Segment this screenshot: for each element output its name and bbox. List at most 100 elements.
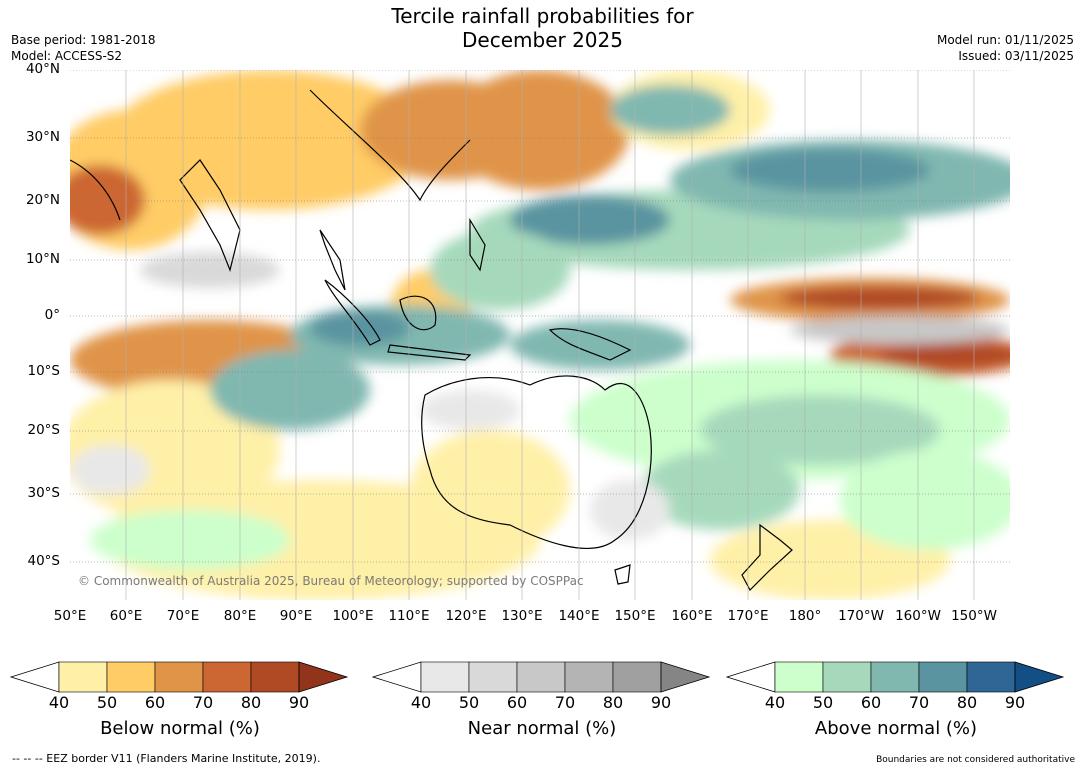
colorbar-tick-label: 70	[554, 693, 576, 712]
boundaries-disclaimer: Boundaries are not considered authoritat…	[876, 755, 1075, 765]
sumatra-outline	[324, 279, 381, 346]
colorbar-label-below: Below normal (%)	[100, 718, 260, 739]
lon-label: 160°E	[671, 608, 713, 624]
colorbar-tick-label: 80	[240, 693, 262, 712]
lat-label: 20°S	[27, 422, 61, 438]
colorbar-tick-label: 40	[410, 693, 432, 712]
map-svg	[70, 70, 1010, 600]
lat-label: 30°S	[27, 485, 61, 501]
colorbar-tick-label: 60	[860, 693, 882, 712]
lat-label: 40°N	[25, 61, 60, 77]
asia-coast	[309, 89, 471, 202]
colorbar-tick-label: 50	[458, 693, 480, 712]
new-guinea-outline	[548, 328, 632, 361]
rainfall-probability-map	[70, 70, 1010, 600]
colorbar-tick-label: 80	[956, 693, 978, 712]
colorbar-segment	[202, 661, 252, 693]
lon-label: 110°E	[388, 608, 430, 624]
java-outline	[387, 344, 472, 361]
colorbar-tick-label: 80	[602, 693, 624, 712]
india-outline	[179, 159, 241, 272]
eez-border-note: -- -- -- EEZ border V11 (Flanders Marine…	[12, 752, 321, 765]
colorbar-label-above: Above normal (%)	[814, 718, 978, 739]
colorbar-high-arrow	[660, 661, 711, 693]
tasmania-outline	[614, 564, 631, 585]
lon-label: 100°E	[332, 608, 374, 624]
colorbar-tick-label: 60	[506, 693, 528, 712]
colorbar-low-arrow	[372, 661, 422, 693]
lat-label: 10°N	[25, 251, 60, 267]
lon-label: 170°E	[727, 608, 769, 624]
lat-label: 10°S	[27, 363, 61, 379]
borneo-outline	[399, 295, 437, 331]
colorbar-segment	[58, 661, 108, 693]
colorbar-segment	[612, 661, 662, 693]
model-name: Model: ACCESS-S2	[11, 49, 123, 63]
base-period: Base period: 1981-2018	[11, 33, 156, 47]
colorbar-segment	[822, 661, 872, 693]
colorbar-segment	[250, 661, 300, 693]
lon-label: 150°W	[951, 608, 997, 624]
lon-label: 130°E	[501, 608, 543, 624]
colorbar-segment	[420, 661, 470, 693]
colorbar-tick-label: 70	[908, 693, 930, 712]
colorbar-tick-label: 50	[812, 693, 834, 712]
malay-peninsula-outline	[319, 229, 346, 291]
colorbar-low-arrow	[10, 661, 60, 693]
lat-label: 0°	[44, 307, 60, 323]
colorbar-tick-label: 60	[144, 693, 166, 712]
colorbar-segment	[564, 661, 614, 693]
lon-label: 90°E	[279, 608, 313, 624]
colorbar-segment	[516, 661, 566, 693]
philippines-outline	[469, 217, 486, 272]
arabia-coast	[70, 159, 121, 221]
colorbar-tick-label: 40	[48, 693, 70, 712]
lat-label: 40°S	[27, 553, 61, 569]
map-title-line1: Tercile rainfall probabilities for	[391, 4, 694, 28]
lon-label: 140°E	[558, 608, 600, 624]
colorbar-segment	[966, 661, 1016, 693]
lon-label: 70°E	[166, 608, 200, 624]
map-title-line2: December 2025	[462, 28, 623, 52]
lat-label: 30°N	[25, 129, 60, 145]
lon-label: 120°E	[445, 608, 487, 624]
australia-outline	[421, 375, 652, 549]
colorbar-tick-label: 90	[1004, 693, 1026, 712]
map-title: Tercile rainfall probabilities for Decem…	[0, 4, 1085, 52]
lon-label: 170°W	[838, 608, 884, 624]
colorbar-tick-label: 70	[192, 693, 214, 712]
colorbar-tick-label: 40	[764, 693, 786, 712]
lon-label: 150°E	[614, 608, 656, 624]
colorbar-segment	[774, 661, 824, 693]
latitude-lines	[70, 70, 1010, 563]
colorbar-segment	[468, 661, 518, 693]
colorbar-segment	[154, 661, 204, 693]
colorbar-segment	[106, 661, 156, 693]
gridlines	[125, 70, 975, 600]
lon-label: 60°E	[109, 608, 143, 624]
colorbar-label-near: Near normal (%)	[467, 718, 617, 739]
colorbar-segment	[918, 661, 968, 693]
colorbar-low-arrow	[726, 661, 776, 693]
lon-label: 160°W	[895, 608, 941, 624]
colorbar-above-normal	[726, 661, 1065, 693]
colorbar-near-normal	[372, 661, 711, 693]
copyright-notice: © Commonwealth of Australia 2025, Bureau…	[78, 574, 584, 588]
coastlines	[70, 89, 793, 591]
colorbar-below-normal	[10, 661, 349, 693]
colorbar-tick-label: 90	[288, 693, 310, 712]
issued-date: Issued: 03/11/2025	[958, 49, 1074, 63]
lat-label: 20°N	[25, 192, 60, 208]
colorbar-tick-label: 90	[650, 693, 672, 712]
new-zealand-outline	[741, 523, 793, 591]
colorbar-segment	[870, 661, 920, 693]
lon-label: 180°	[788, 608, 822, 624]
colorbar-high-arrow	[1014, 661, 1065, 693]
lon-label: 50°E	[53, 608, 87, 624]
lon-label: 80°E	[223, 608, 257, 624]
colorbar-high-arrow	[298, 661, 349, 693]
meta-left: Base period: 1981-2018 Model: ACCESS-S2	[11, 32, 156, 64]
probability-field	[70, 70, 1010, 600]
meta-right: Model run: 01/11/2025 Issued: 03/11/2025	[937, 32, 1074, 64]
model-run-date: Model run: 01/11/2025	[936, 33, 1074, 47]
